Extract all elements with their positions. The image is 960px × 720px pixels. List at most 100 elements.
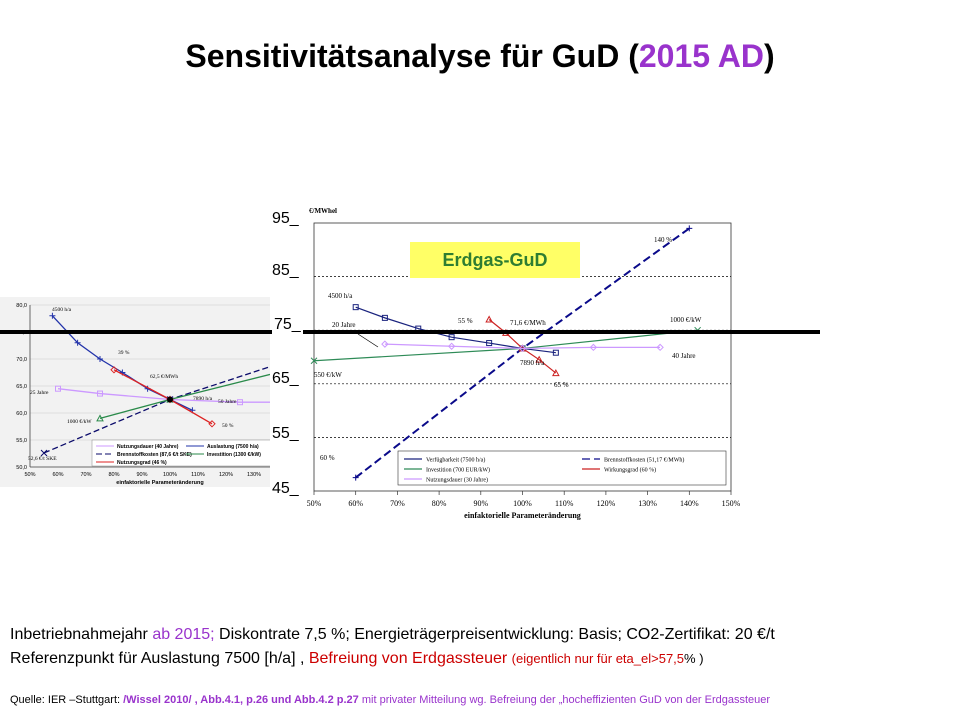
data-point — [552, 369, 560, 377]
x-tick-label: 150% — [722, 499, 741, 508]
chart-annotation: 40 Jahre — [672, 352, 696, 360]
data-point — [55, 385, 61, 392]
chart-annotation: 55 % — [458, 317, 473, 325]
note-text: Inbetriebnahmejahr — [10, 626, 153, 643]
series-line — [384, 343, 661, 350]
x-tick-label: 100% — [163, 472, 177, 478]
note-line-1: Inbetriebnahmejahr ab 2015; Diskontrate … — [10, 626, 775, 644]
data-point — [96, 414, 104, 422]
x-tick-label: 60% — [52, 472, 63, 478]
x-tick-label: 70% — [390, 499, 405, 508]
data-point — [310, 357, 318, 365]
chart-annotation: 4500 h/a — [52, 307, 72, 313]
x-tick-label: 120% — [219, 472, 233, 478]
chart-annotation: 1000 €/kW — [670, 316, 702, 324]
chart-annotation: 52,6 €/t SKE — [28, 456, 57, 462]
x-tick-label: 50% — [24, 472, 35, 478]
source-citation: Quelle: IER –Stuttgart: /Wissel 2010/ , … — [10, 694, 770, 706]
note-text: Diskontrate 7,5 %; Energieträgerpreisent… — [214, 626, 775, 643]
legend-entry: Wirkungsgrad (60 %) — [604, 467, 656, 474]
note-tax-detail: (eigentlich nur für eta_el>57,5 — [511, 651, 685, 666]
chart-annotation: 39 % — [118, 350, 130, 356]
data-point — [352, 474, 359, 481]
title-year: 2015 AD — [638, 38, 764, 74]
x-tick-label: 120% — [597, 499, 616, 508]
legend-entry: Auslastung (7500 h/a) — [207, 444, 259, 450]
data-point — [485, 315, 493, 323]
note-line-2: Referenzpunkt für Auslastung 7500 [h/a] … — [10, 650, 704, 668]
data-point — [552, 349, 559, 356]
data-point — [535, 355, 544, 363]
legend-entry: Investition (700 EUR/kW) — [426, 467, 490, 474]
x-tick-label: 80% — [108, 472, 119, 478]
chart-annotation: 62,5 €/MWh — [150, 374, 178, 380]
x-tick-label: 130% — [247, 472, 261, 478]
data-point — [352, 304, 359, 311]
x-tick-label: 110% — [555, 499, 574, 508]
data-point — [381, 314, 388, 321]
x-axis-label: einfaktorielle Parameteränderung — [464, 511, 581, 520]
note-text: Referenzpunkt für Auslastung 7500 [h/a] … — [10, 650, 309, 667]
chart-annotation: 65 % — [554, 381, 569, 389]
data-point — [208, 420, 216, 428]
y-axis-label: €/MWhel — [309, 207, 337, 215]
legend-entry: Investition (1300 €/kW) — [207, 452, 261, 458]
x-tick-label: 90% — [473, 499, 488, 508]
data-point — [110, 366, 118, 374]
chart-annotation: 71,6 €/MWh — [510, 319, 546, 327]
x-tick-label: 100% — [513, 499, 532, 508]
data-point — [656, 343, 664, 352]
overlay-axis-label: 65_ — [272, 370, 299, 387]
legend-box — [91, 439, 270, 467]
chart-annotation: 4500 h/a — [328, 292, 353, 300]
small-sensitivity-chart: 50,055,060,065,070,075,080,050%60%70%80%… — [0, 297, 270, 487]
overlay-axis-label: 45_ — [272, 480, 299, 497]
title-main: Sensitivitätsanalyse für GuD ( — [185, 38, 639, 74]
legend-entry: Brennstoffkosten (87,6 €/t SKE) — [117, 452, 192, 458]
data-point — [40, 449, 48, 457]
data-point — [486, 340, 493, 347]
large-sensitivity-chart: 50% 60% 70% 80% 90% 100% 110% 120% 130% 140% 150% e… — [270, 195, 800, 530]
reference-point — [167, 396, 173, 403]
chart-annotation: 140 % — [654, 236, 672, 244]
y-tick-label: 80,0 — [16, 303, 27, 309]
legend-entry: Brennstoffkosten (51,17 €/MWh) — [604, 457, 684, 464]
data-point — [589, 343, 598, 352]
chart-annotation: 60 % — [320, 454, 335, 462]
page-title: Sensitivitätsanalyse für GuD (2015 AD) — [0, 38, 960, 75]
chart-annotation: 50 % — [222, 423, 234, 429]
data-point — [448, 334, 455, 341]
legend-entry: Nutzungsdauer (30 Jahre) — [426, 477, 488, 484]
x-tick-label: 110% — [191, 472, 205, 478]
data-point — [97, 356, 103, 362]
overlay-axis-label: 75_ — [272, 316, 303, 334]
data-point — [97, 390, 103, 397]
source-label: Quelle: IER –Stuttgart: — [10, 694, 124, 706]
data-point — [686, 225, 693, 232]
legend-entry: Nutzungsdauer (40 Jahre) — [117, 444, 179, 450]
chart-annotation: 50 Jahre — [218, 399, 237, 405]
source-reference: /Wissel 2010/ , Abb.4.1, p.26 und Abb.4.… — [123, 694, 359, 706]
data-point — [237, 399, 243, 406]
overlay-axis-label: 55_ — [272, 425, 299, 442]
x-tick-label: 140% — [680, 499, 699, 508]
y-tick-label: 50,0 — [16, 465, 27, 471]
legend-entry: Verfügbarkeit (7500 h/a) — [426, 457, 485, 464]
source-note: mit privater Mitteilung wg. Befreiung de… — [358, 694, 771, 706]
overlay-axis-label: 95_ — [272, 210, 299, 227]
y-tick-label: 60,0 — [16, 411, 27, 417]
note-tax-end: % ) — [684, 651, 704, 666]
x-tick-label: 80% — [432, 499, 447, 508]
reference-line — [0, 330, 820, 334]
x-tick-label: 60% — [348, 499, 363, 508]
chart-annotation: 20 Jahre — [332, 321, 356, 329]
erdgas-gud-badge: Erdgas-GuD — [410, 242, 580, 278]
title-close: ) — [763, 38, 775, 74]
overlay-axis-label: 85_ — [272, 262, 299, 279]
data-point — [49, 312, 56, 319]
y-tick-label: 65,0 — [16, 384, 27, 390]
legend-entry: Nutzungsgrad (46 %) — [117, 460, 167, 466]
y-tick-label: 70,0 — [16, 357, 27, 363]
chart-annotation: 7890 h/a — [193, 396, 213, 402]
note-year: ab 2015; — [152, 626, 215, 643]
